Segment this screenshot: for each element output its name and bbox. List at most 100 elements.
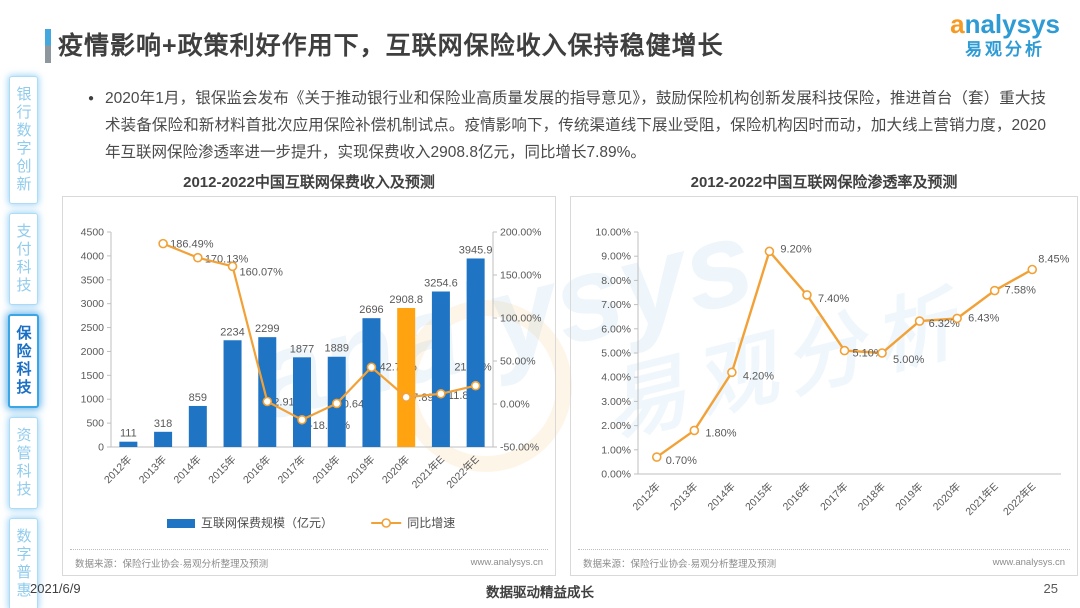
svg-text:2018年: 2018年: [310, 453, 343, 486]
svg-text:2018年: 2018年: [855, 480, 888, 513]
svg-text:3500: 3500: [81, 274, 105, 286]
svg-text:200.00%: 200.00%: [500, 227, 541, 239]
svg-text:3945.9: 3945.9: [459, 244, 493, 256]
svg-text:186.49%: 186.49%: [170, 239, 214, 251]
svg-text:2696: 2696: [359, 304, 383, 316]
sidebar-item-bank-digital-innovation[interactable]: 银行数字创新: [8, 76, 38, 204]
svg-text:3254.6: 3254.6: [424, 278, 458, 290]
svg-text:0.00%: 0.00%: [601, 469, 631, 481]
svg-text:4.20%: 4.20%: [743, 370, 774, 382]
svg-text:6.32%: 6.32%: [929, 318, 960, 330]
svg-text:6.43%: 6.43%: [968, 312, 999, 324]
svg-text:2014年: 2014年: [705, 480, 738, 513]
svg-text:同比增速: 同比增速: [407, 516, 455, 530]
svg-text:2017年: 2017年: [275, 453, 308, 486]
svg-text:4.00%: 4.00%: [601, 372, 631, 384]
svg-text:2022年E: 2022年E: [1000, 480, 1038, 518]
svg-text:0.00%: 0.00%: [500, 399, 530, 411]
sidebar-item-insurance-tech[interactable]: 保险科技: [7, 314, 39, 408]
sidebar-item-asset-mgmt-tech[interactable]: 资管科技: [8, 417, 38, 509]
svg-text:8.00%: 8.00%: [601, 275, 631, 287]
svg-text:2500: 2500: [81, 322, 105, 334]
sidebar-item-payment-tech[interactable]: 支付科技: [8, 213, 38, 305]
logo-wordmark: analysys: [950, 9, 1060, 39]
svg-text:150.00%: 150.00%: [500, 270, 541, 282]
svg-text:2020年: 2020年: [379, 453, 412, 486]
svg-text:2016年: 2016年: [240, 453, 273, 486]
chart-title-penetration: 2012-2022中国互联网保险渗透率及预测: [690, 174, 958, 191]
svg-text:2015年: 2015年: [206, 453, 239, 486]
svg-text:2908.8: 2908.8: [389, 294, 423, 306]
svg-text:2021年E: 2021年E: [963, 480, 1001, 518]
svg-text:111: 111: [120, 428, 137, 440]
svg-text:100.00%: 100.00%: [500, 313, 541, 325]
penetration-chart-svg: 0.00% 1.00% 2.00% 3.00% 4.00% 5.00% 6.00% 7.00%…: [595, 227, 1069, 519]
svg-text:6.00%: 6.00%: [601, 323, 631, 335]
svg-text:2299: 2299: [255, 323, 279, 335]
bullet-item: ● 2020年1月，银保监会发布《关于推动银行业和保险业高质量发展的指导意见》，…: [88, 86, 1046, 167]
svg-text:7.40%: 7.40%: [818, 293, 849, 305]
svg-text:2019年: 2019年: [344, 453, 377, 486]
panel-premium-chart: 0 500 1000 1500 2000 2500 3000 3500 4000 4500 -50.…: [62, 196, 556, 576]
sidebar-item-digital-inclusion[interactable]: 数字普惠: [8, 518, 38, 608]
svg-text:500: 500: [86, 418, 104, 430]
svg-text:2012年: 2012年: [101, 453, 134, 486]
svg-text:2000: 2000: [81, 346, 105, 358]
svg-text:3000: 3000: [81, 298, 105, 310]
svg-text:2.00%: 2.00%: [601, 420, 631, 432]
premium-chart-svg: 0 500 1000 1500 2000 2500 3000 3500 4000 4500 -50.…: [81, 227, 542, 531]
analysys-logo: analysys 易观分析: [950, 9, 1060, 59]
svg-text:5.00%: 5.00%: [601, 348, 631, 360]
svg-text:8.45%: 8.45%: [1038, 254, 1069, 266]
svg-text:7.58%: 7.58%: [1005, 285, 1036, 297]
svg-text:互联网保费规模（亿元）: 互联网保费规模（亿元）: [201, 515, 333, 530]
svg-text:0.70%: 0.70%: [666, 455, 697, 467]
page-title: 疫情影响+政策利好作用下，互联网保险收入保持稳健增长: [58, 32, 724, 60]
svg-text:1000: 1000: [81, 394, 105, 406]
svg-text:2019年: 2019年: [893, 480, 926, 513]
svg-text:2014年: 2014年: [171, 453, 204, 486]
svg-text:9.00%: 9.00%: [601, 251, 631, 263]
source-note: 数据来源：保险行业协会·易观分析整理及预测: [583, 558, 777, 570]
source-note: 数据来源：保险行业协会·易观分析整理及预测: [75, 558, 269, 570]
panel-penetration-chart: 0.00% 1.00% 2.00% 3.00% 4.00% 5.00% 6.00% 7.00%…: [570, 196, 1078, 576]
footer-slogan: 数据驱动精益成长: [486, 585, 594, 600]
svg-text:5.10%: 5.10%: [853, 348, 884, 360]
svg-text:3.00%: 3.00%: [601, 396, 631, 408]
svg-text:2021年E: 2021年E: [409, 453, 447, 491]
source-row: 数据来源：保险行业协会·易观分析整理及预测 www.analysys.cn: [578, 549, 1070, 575]
svg-text:9.20%: 9.20%: [780, 243, 811, 255]
svg-text:1500: 1500: [81, 370, 105, 382]
bullet-dot-icon: ●: [88, 93, 95, 104]
svg-text:2013年: 2013年: [136, 453, 169, 486]
svg-text:2017年: 2017年: [817, 480, 850, 513]
site-link: www.analysys.cn: [470, 557, 543, 568]
svg-text:2012年: 2012年: [630, 480, 663, 513]
logo-wordmark-cn: 易观分析: [965, 39, 1046, 59]
svg-text:10.00%: 10.00%: [595, 227, 631, 239]
svg-text:2015年: 2015年: [742, 480, 775, 513]
svg-text:5.00%: 5.00%: [893, 354, 924, 366]
svg-text:318: 318: [154, 418, 172, 430]
svg-text:50.00%: 50.00%: [500, 356, 536, 368]
svg-text:2020年: 2020年: [930, 480, 963, 513]
svg-text:4000: 4000: [81, 250, 105, 262]
svg-text:2016年: 2016年: [780, 480, 813, 513]
chart-title-premium: 2012-2022中国互联网保费收入及预测: [183, 174, 435, 191]
svg-text:7.00%: 7.00%: [601, 299, 631, 311]
page-number: 25: [1043, 581, 1058, 596]
bullet-text: 2020年1月，银保监会发布《关于推动银行业和保险业高质量发展的指导意见》，鼓励…: [105, 90, 1046, 161]
svg-text:1.00%: 1.00%: [601, 444, 631, 456]
sidebar: 银行数字创新 支付科技 保险科技 资管科技 数字普惠: [6, 76, 40, 608]
svg-text:2234: 2234: [220, 326, 244, 338]
footer-date: 2021/6/9: [30, 581, 81, 596]
svg-text:2022年E: 2022年E: [444, 453, 482, 491]
svg-text:1889: 1889: [324, 343, 348, 355]
svg-text:1.80%: 1.80%: [705, 427, 736, 439]
svg-text:859: 859: [189, 392, 207, 404]
source-row: 数据来源：保险行业协会·易观分析整理及预测 www.analysys.cn: [70, 549, 548, 575]
svg-text:-50.00%: -50.00%: [500, 442, 539, 454]
svg-text:2013年: 2013年: [667, 480, 700, 513]
title-accent-bar: [45, 29, 51, 63]
